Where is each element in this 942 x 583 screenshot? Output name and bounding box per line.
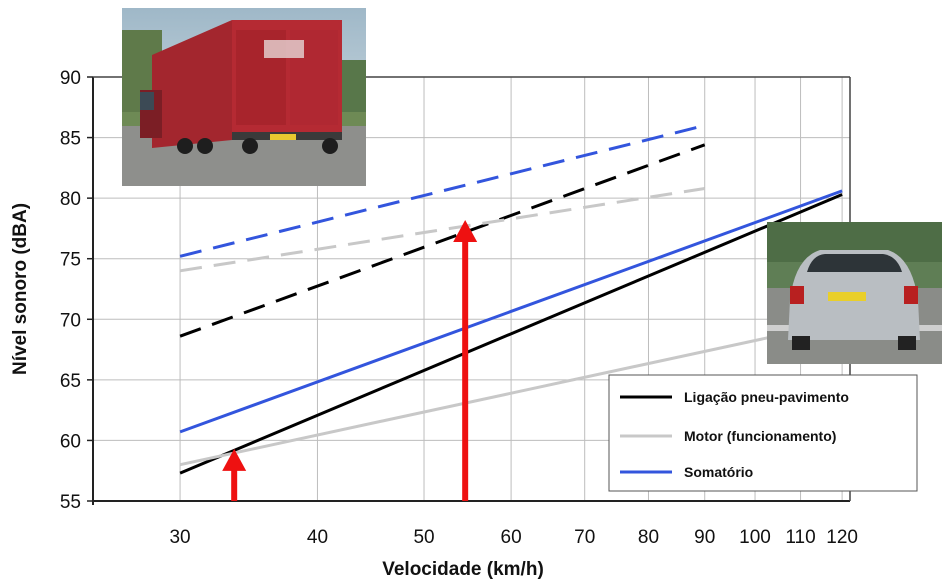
x-tick-label: 90 xyxy=(694,527,715,548)
x-tick-label: 30 xyxy=(169,527,190,548)
y-tick-label: 55 xyxy=(60,492,81,513)
series-line-2 xyxy=(179,189,843,434)
x-tick-label: 70 xyxy=(574,527,595,548)
series-line-5 xyxy=(179,124,706,258)
arrows-layer xyxy=(222,219,478,501)
x-tick-label: 110 xyxy=(785,527,815,548)
series-layer xyxy=(179,124,843,475)
y-tick-label: 80 xyxy=(60,189,81,210)
legend: Ligação pneu-pavimento Motor (funcioname… xyxy=(608,374,918,492)
y-tick-label: 65 xyxy=(60,371,81,392)
y-axis-title: Nível sonoro (dBA) xyxy=(10,203,31,375)
series-line-0 xyxy=(179,193,843,475)
arrow-head-1 xyxy=(453,219,478,242)
y-tick-label: 90 xyxy=(60,68,81,89)
x-tick-label: 80 xyxy=(638,527,659,548)
car-photo xyxy=(767,222,942,364)
legend-label-ligacao: Ligação pneu-pavimento xyxy=(684,389,849,405)
legend-label-motor: Motor (funcionamento) xyxy=(684,428,836,444)
y-tick-label: 70 xyxy=(60,310,81,331)
y-tick-label: 85 xyxy=(60,129,81,150)
y-tick-label: 60 xyxy=(60,431,81,452)
x-axis-title: Velocidade (km/h) xyxy=(382,559,544,580)
x-tick-label: 50 xyxy=(413,527,434,548)
x-tick-label: 100 xyxy=(739,527,771,548)
series-line-3 xyxy=(179,143,706,338)
legend-label-somatorio: Somatório xyxy=(684,464,753,480)
axes: 55 60 65 70 75 80 85 90 30 40 50 60 70 80 90 100 110 120 xyxy=(60,68,858,548)
y-tick-label: 75 xyxy=(60,250,81,271)
truck-photo xyxy=(122,8,366,186)
series-line-4 xyxy=(179,187,705,273)
arrow-head-0 xyxy=(222,448,247,471)
series-line-1 xyxy=(179,320,843,467)
x-tick-label: 120 xyxy=(826,527,858,548)
x-tick-label: 40 xyxy=(307,527,328,548)
x-tick-label: 60 xyxy=(501,527,522,548)
